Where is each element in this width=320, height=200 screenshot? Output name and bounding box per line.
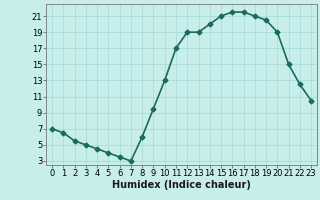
X-axis label: Humidex (Indice chaleur): Humidex (Indice chaleur) xyxy=(112,180,251,190)
